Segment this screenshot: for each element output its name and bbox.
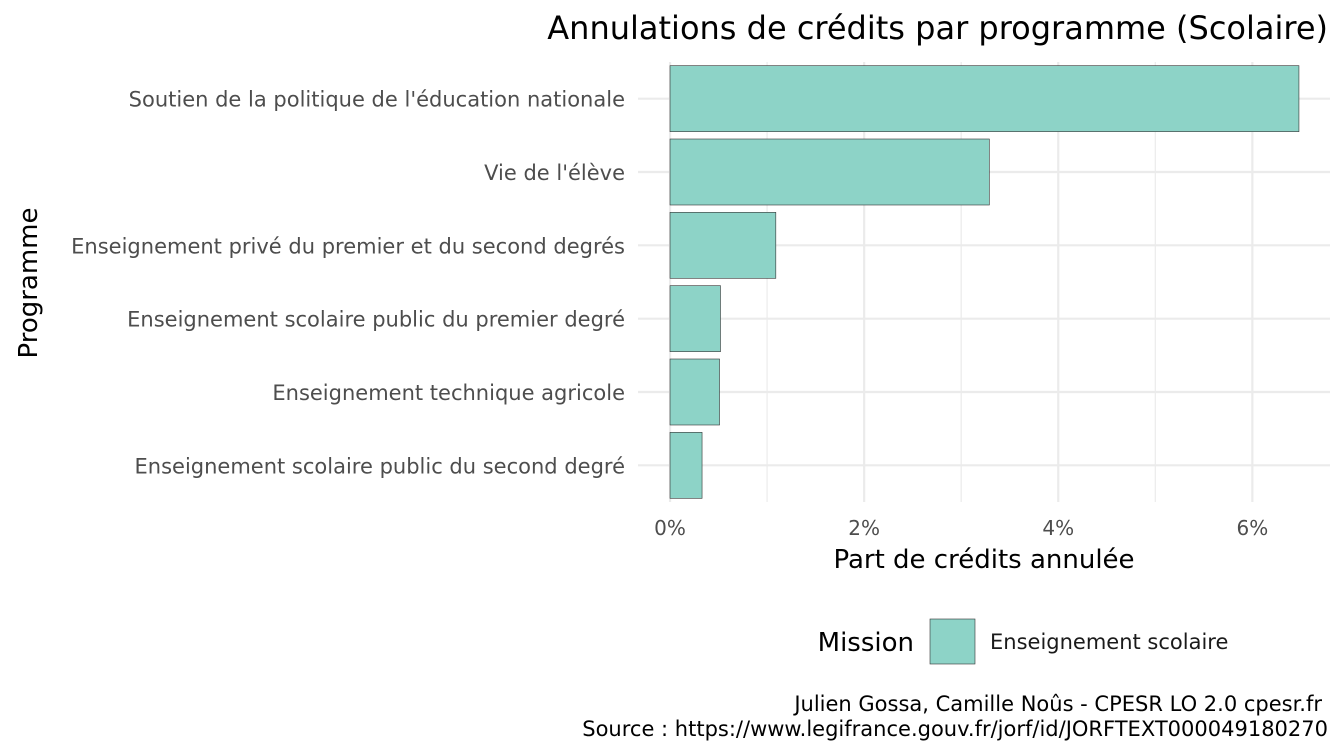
y-axis-title: Programme — [14, 207, 44, 358]
legend-title: Mission — [818, 628, 914, 658]
x-tick-labels: 0% 2% 4% 6% — [654, 516, 1268, 540]
bars — [669, 65, 1300, 499]
x-tick-label: 6% — [1236, 516, 1268, 540]
caption-source: Source : https://www.legifrance.gouv.fr/… — [582, 717, 1328, 741]
y-tick-label: Soutien de la politique de l'éducation n… — [129, 88, 625, 112]
legend-label: Enseignement scolaire — [990, 630, 1228, 654]
x-tick-label: 2% — [848, 516, 880, 540]
chart-title: Annulations de crédits par programme (Sc… — [547, 9, 1328, 47]
y-tick-label: Vie de l'élève — [484, 161, 625, 185]
x-tick-label: 4% — [1042, 516, 1074, 540]
y-tick-label: Enseignement scolaire public du premier … — [127, 308, 625, 332]
bar — [669, 358, 720, 426]
bar — [669, 285, 721, 352]
y-tick-label: Enseignement scolaire public du second d… — [135, 454, 626, 478]
bar — [669, 138, 990, 206]
bar — [669, 212, 777, 279]
bar — [669, 432, 703, 499]
y-tick-label: Enseignement privé du premier et du seco… — [71, 234, 625, 258]
x-tick-label: 0% — [654, 516, 686, 540]
y-tick-label: Enseignement technique agricole — [272, 381, 625, 405]
y-tick-labels: Soutien de la politique de l'éducation n… — [71, 88, 625, 479]
legend: Mission Enseignement scolaire — [818, 618, 1228, 665]
legend-key — [929, 618, 976, 665]
x-axis-title: Part de crédits annulée — [833, 545, 1134, 575]
bar — [669, 65, 1300, 132]
caption-credits: Julien Gossa, Camille Noûs - CPESR LO 2.… — [792, 692, 1322, 716]
